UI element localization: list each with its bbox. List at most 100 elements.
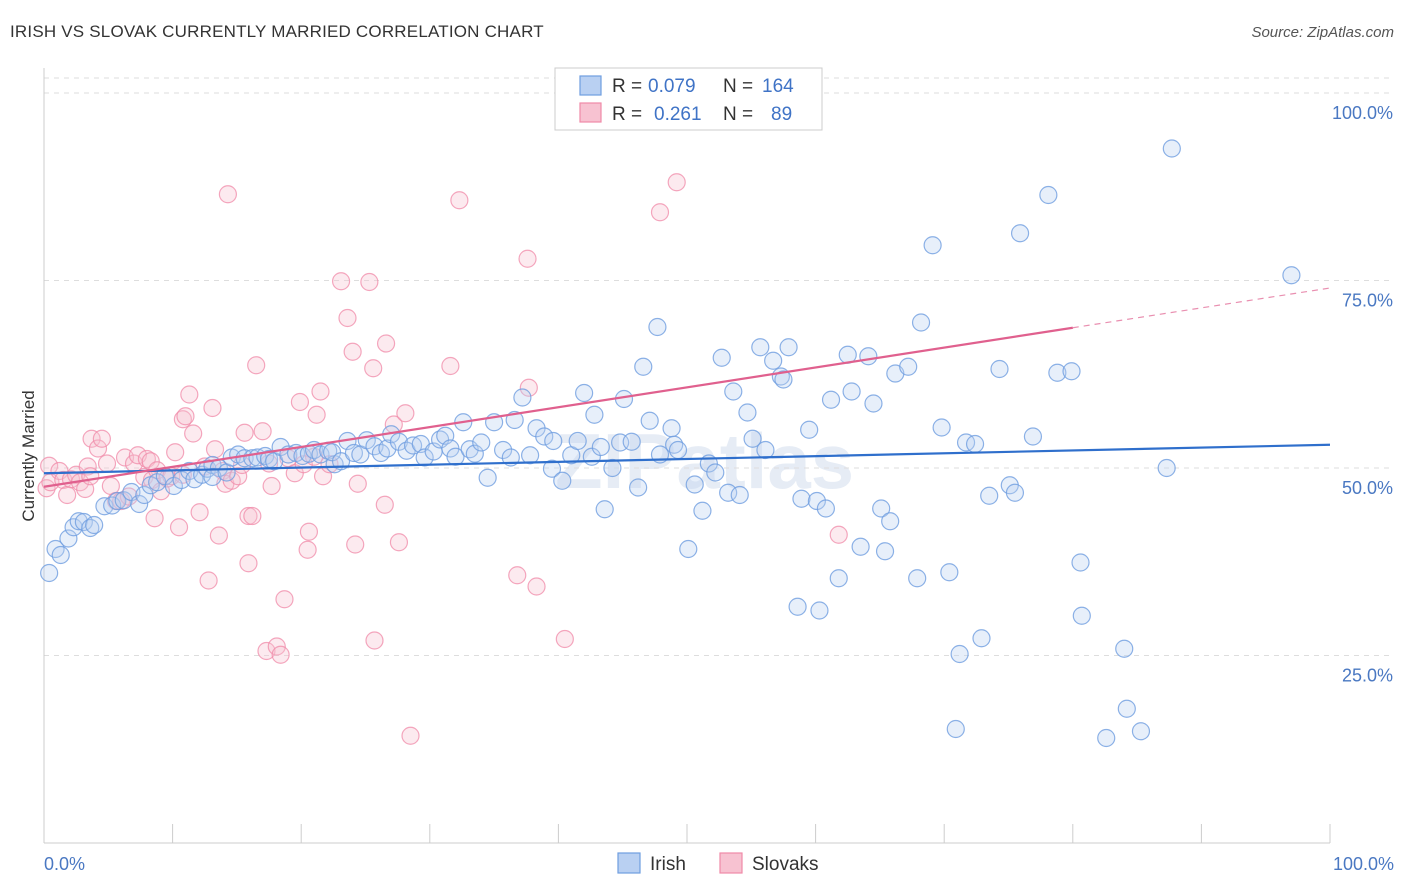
irish-point-106 — [712, 348, 731, 367]
irish-point-93 — [629, 478, 648, 497]
slovaks-point-92 — [519, 378, 538, 397]
irish-point-14 — [130, 494, 149, 514]
irish-point-120 — [800, 420, 819, 439]
slovaks-point-77 — [346, 535, 365, 554]
y-tick-label-3: 100.0% — [1332, 103, 1393, 123]
slovaks-point-94 — [555, 629, 574, 649]
irish-point-15 — [135, 485, 154, 505]
slovaks-point-55 — [247, 356, 266, 375]
irish-point-153 — [1048, 363, 1067, 382]
irish-point-116 — [774, 370, 793, 389]
irish-point-87 — [591, 437, 610, 457]
slovaks-point-91 — [518, 249, 537, 268]
slovaks-point-14 — [92, 429, 111, 448]
slovaks-point-39 — [190, 503, 209, 522]
irish-point-158 — [1115, 639, 1134, 658]
irish-point-88 — [595, 500, 614, 519]
irish-point-130 — [864, 394, 883, 413]
irish-point-138 — [911, 313, 931, 332]
slovaks-point-34 — [173, 410, 192, 429]
irish-point-65 — [446, 447, 465, 466]
slovaks-point-74 — [331, 272, 351, 291]
slovaks-point-44 — [209, 526, 228, 545]
slovaks-point-96 — [667, 173, 686, 192]
axes — [43, 68, 1331, 844]
irish-point-72 — [494, 440, 513, 460]
irish-point-156 — [1072, 606, 1091, 625]
irish-point-147 — [990, 359, 1009, 379]
y-tick-labels: 25.0% 50.0% 75.0% 100.0% — [1332, 103, 1393, 686]
legend-swatch-irish — [579, 75, 602, 96]
irish-point-49 — [344, 443, 364, 463]
correlation-legend: R = 0.079 N = 164 R = 0.261 N = 89 — [554, 67, 823, 131]
slovaks-point-83 — [376, 334, 396, 353]
slovaks-point-37 — [180, 385, 199, 404]
irish-point-95 — [640, 411, 659, 430]
irish-point-160 — [1131, 722, 1151, 741]
irish-point-69 — [472, 433, 491, 452]
irish-point-89 — [603, 458, 622, 478]
slovaks-point-47 — [218, 185, 237, 204]
slovaks-point-54 — [243, 506, 262, 526]
irish-point-111 — [743, 429, 762, 448]
irish-point-151 — [1023, 427, 1043, 446]
irish-point-86 — [585, 405, 604, 424]
irish-point-152 — [1039, 185, 1058, 205]
irish-point-98 — [662, 419, 681, 438]
slovaks-point-81 — [365, 631, 384, 650]
irish-point-58 — [403, 436, 423, 455]
source-credit: Source: ZipAtlas.com — [1251, 24, 1394, 41]
bottom-legend-irish: Irish — [650, 854, 686, 875]
irish-point-84 — [575, 383, 594, 403]
slovaks-point-38 — [184, 424, 203, 443]
irish-point-60 — [415, 448, 434, 467]
irish-point-124 — [821, 390, 841, 409]
y-tick-label-2: 75.0% — [1342, 291, 1393, 311]
irish-point-149 — [1005, 483, 1025, 502]
slovaks-point-68 — [299, 522, 319, 541]
irish-points — [40, 139, 1301, 748]
slovaks-point-27 — [145, 509, 164, 528]
slovaks-point-70 — [307, 405, 326, 424]
irish-point-80 — [544, 431, 563, 451]
legend-r-label-irish: R = — [612, 76, 642, 97]
irish-point-110 — [738, 403, 757, 422]
slovaks-point-86 — [396, 404, 415, 423]
irish-point-142 — [950, 644, 969, 664]
slovaks-point-90 — [508, 566, 527, 585]
irish-point-5 — [69, 512, 88, 531]
legend-r-value-irish: 0.079 — [648, 76, 696, 97]
slovaks-point-15 — [97, 454, 117, 473]
slovaks-point-61 — [271, 645, 290, 664]
slovaks-point-43 — [205, 440, 225, 459]
irish-point-150 — [1010, 224, 1030, 243]
legend-r-label-slovaks: R = — [612, 104, 642, 125]
irish-point-109 — [730, 485, 749, 505]
irish-point-102 — [685, 475, 704, 494]
x-tick-label-max: 100.0% — [1333, 854, 1394, 874]
irish-point-2 — [51, 545, 70, 565]
irish-point-139 — [932, 418, 951, 437]
irish-point-129 — [859, 347, 878, 366]
bottom-legend-swatch-slovaks — [719, 852, 743, 874]
irish-point-155 — [1071, 553, 1090, 572]
slovaks-point-32 — [166, 443, 185, 462]
irish-point-135 — [899, 357, 918, 376]
legend-n-label-slovaks: N = — [723, 104, 753, 125]
slovaks-point-59 — [262, 476, 281, 496]
y-tick-label-0: 25.0% — [1342, 666, 1393, 686]
irish-point-114 — [764, 351, 783, 370]
slovaks-point-71 — [311, 382, 330, 401]
irish-point-136 — [908, 569, 927, 588]
irish-point-83 — [568, 431, 587, 451]
irish-point-70 — [478, 468, 497, 487]
slovaks-point-36 — [176, 407, 195, 426]
irish-point-103 — [693, 501, 712, 520]
slovaks-point-82 — [375, 495, 394, 514]
irish-point-113 — [756, 440, 775, 460]
slovaks-point-76 — [343, 342, 362, 361]
irish-point-125 — [829, 569, 848, 588]
x-tick-label-min: 0.0% — [44, 854, 85, 874]
legend-swatch-slovaks — [579, 102, 602, 123]
